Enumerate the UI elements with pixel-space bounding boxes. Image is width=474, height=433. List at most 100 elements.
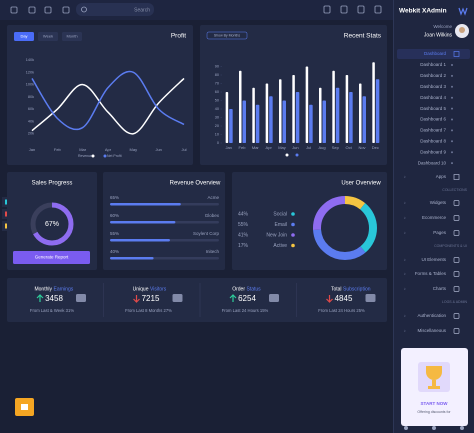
menu-icon <box>453 286 460 292</box>
tab[interactable] <box>38 32 58 41</box>
stat-title-accent: Earnings <box>54 286 74 292</box>
menu-item[interactable]: Apps <box>436 174 447 179</box>
legend-marker <box>291 212 295 216</box>
chevron: › <box>404 200 406 206</box>
legend-label: New Join <box>266 232 287 238</box>
search-placeholder[interactable]: Search <box>134 7 150 13</box>
tab-label[interactable]: Day <box>20 34 27 39</box>
stat-note: From Last 8 Months 27% <box>125 308 172 313</box>
menu-bullet <box>451 85 453 88</box>
menu-bullet <box>451 162 453 165</box>
x-tick-label: Mar <box>252 145 260 150</box>
section-heading: LOGS & ADMIN <box>442 300 468 304</box>
menu-item[interactable]: Dashboard 10 <box>418 160 447 165</box>
card <box>7 278 387 322</box>
y-tick-label: 40 <box>215 107 219 111</box>
menu-item[interactable]: Dashboard 4 <box>420 95 446 100</box>
menu-item[interactable]: Dashboard 6 <box>420 117 446 122</box>
y-tick-label: 100k <box>26 83 34 87</box>
button-label[interactable]: Generate Report <box>35 255 69 260</box>
toolbar-icon[interactable] <box>357 5 365 14</box>
stat-note: From Last 24 Hours 15% <box>222 308 269 313</box>
y-tick-label: 50 <box>215 99 219 103</box>
menu-item[interactable]: Charts <box>433 286 447 291</box>
menu-item[interactable]: Pages <box>433 230 447 235</box>
legend-marker <box>291 222 295 227</box>
toolbar-icon[interactable] <box>374 5 382 14</box>
menu-item[interactable]: Dashboard <box>424 51 447 56</box>
bar <box>349 92 353 143</box>
tab[interactable] <box>62 32 82 41</box>
avatar-face <box>459 27 465 33</box>
section-heading: COMPONENTS & UI <box>434 244 467 248</box>
top-bar <box>0 0 393 20</box>
filter-button[interactable] <box>206 31 248 40</box>
menu-icon <box>453 51 460 57</box>
welcome: Welcome <box>433 24 452 29</box>
percent-label: 55% <box>110 231 119 236</box>
bar <box>269 96 273 143</box>
legend-label: Social <box>273 211 287 217</box>
bar <box>295 92 300 143</box>
y-tick-label: 140k <box>26 58 34 62</box>
menu-item[interactable]: Widgets <box>430 200 447 205</box>
menu-active[interactable] <box>397 49 470 59</box>
toolbar-icon[interactable] <box>323 5 331 14</box>
x-tick-label: Sep <box>332 145 340 150</box>
percent-label: 17% <box>238 243 249 249</box>
stat-value: 4845 <box>335 294 353 303</box>
menu-item[interactable]: Authentication <box>417 313 446 318</box>
footer-icon[interactable] <box>432 426 436 430</box>
menu-item[interactable]: Dashboard 8 <box>420 138 446 143</box>
toolbar-icon[interactable] <box>62 6 70 14</box>
stat-title: Monthly <box>34 286 52 292</box>
tab[interactable] <box>14 32 34 41</box>
stat-note: From Last 24 Hours 25% <box>318 308 365 313</box>
toolbar-icon[interactable] <box>28 6 36 14</box>
progress-bar <box>110 257 154 260</box>
bar <box>345 75 349 143</box>
menu-bullet <box>451 96 453 99</box>
chevron: › <box>404 313 406 319</box>
toolbar-icon[interactable] <box>340 5 348 14</box>
legend-marker <box>295 153 299 157</box>
menu-bullet <box>451 129 453 132</box>
progress-bar <box>110 203 181 206</box>
report-button[interactable] <box>13 251 90 264</box>
tab-label[interactable]: Week <box>43 34 53 39</box>
legend-marker <box>285 153 289 157</box>
x-tick-label: Jun <box>292 145 298 150</box>
toolbar-icon[interactable] <box>44 6 52 14</box>
toolbar-icon[interactable] <box>10 6 18 14</box>
menu-item[interactable]: UI Elements <box>421 257 446 262</box>
y-tick-label: 30 <box>215 116 219 120</box>
menu-item[interactable]: Dashboard 1 <box>420 62 446 67</box>
x-tick-label: Nov <box>358 145 365 150</box>
tab-label[interactable]: Month <box>66 34 77 39</box>
x-tick-label: Jul <box>181 147 186 152</box>
footer-icon[interactable] <box>460 426 464 430</box>
footer-icon[interactable] <box>404 426 408 430</box>
x-tick-label: Feb <box>239 145 247 150</box>
menu-item[interactable]: Dashboard 5 <box>420 106 446 111</box>
y-tick-label: 90 <box>215 65 219 69</box>
menu-bullet <box>451 140 453 143</box>
bar <box>362 96 366 143</box>
menu-item[interactable]: Dashboard 7 <box>420 128 446 133</box>
percent-label: 41% <box>238 232 249 238</box>
menu-item[interactable]: Ecommerce <box>422 215 447 220</box>
menu-icon <box>453 230 460 236</box>
menu-item[interactable]: Dashboard 9 <box>420 149 446 154</box>
search-box[interactable] <box>76 3 154 16</box>
y-tick-label: 70 <box>215 82 219 86</box>
menu-item[interactable]: Dashboard 3 <box>420 84 446 89</box>
x-tick-label: Apr <box>266 145 273 150</box>
menu-item[interactable]: Miscellaneous <box>417 328 446 333</box>
menu-item[interactable]: Forms & Tables <box>415 271 447 276</box>
x-tick-label: May <box>278 145 286 150</box>
menu-item[interactable]: Dashboard 2 <box>420 73 446 78</box>
stat-title-accent: Subscription <box>343 286 371 292</box>
button-label[interactable]: Show By Months <box>214 33 241 37</box>
x-tick-label: Jan <box>29 147 35 152</box>
